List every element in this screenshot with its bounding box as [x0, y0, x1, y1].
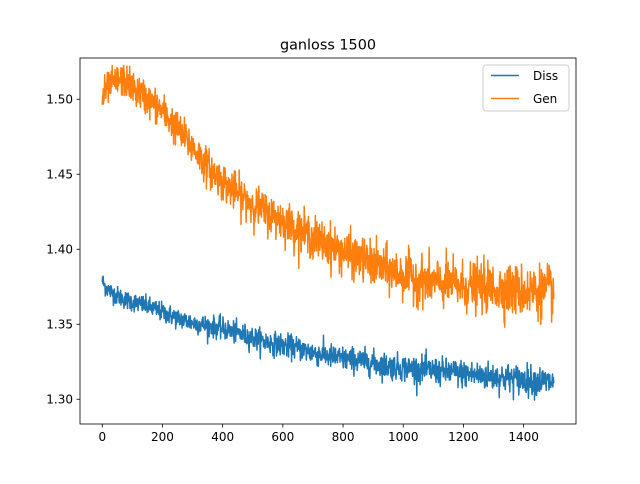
series-line-diss: [101, 275, 555, 401]
y-tick-label: 1.30: [46, 392, 73, 406]
y-tick-label: 1.45: [46, 167, 73, 181]
x-axis: 0 200 400 600 800 1000 1200 1400: [98, 424, 539, 444]
x-tick-label: 800: [332, 430, 355, 444]
plot-frame: [79, 57, 577, 425]
x-tick-label: 600: [271, 430, 294, 444]
x-tick-label: 1000: [388, 430, 419, 444]
y-tick-label: 1.50: [46, 92, 73, 106]
series-line-gen: [101, 64, 555, 328]
x-tick-label: 400: [211, 430, 234, 444]
series-layer: [101, 64, 555, 401]
y-axis: 1.30 1.35 1.40 1.45 1.50: [46, 92, 80, 406]
legend-gen-label: Gen: [533, 92, 557, 106]
legend: Diss Gen: [482, 64, 570, 112]
x-tick-label: 0: [98, 430, 106, 444]
chart-title: ganloss 1500: [280, 38, 376, 54]
legend-diss-label: Diss: [533, 69, 558, 83]
x-tick-label: 1400: [508, 430, 539, 444]
x-tick-label: 200: [151, 430, 174, 444]
x-tick-label: 1200: [448, 430, 479, 444]
legend-box: [482, 64, 570, 112]
y-tick-label: 1.40: [46, 242, 73, 256]
y-tick-label: 1.35: [46, 317, 73, 331]
